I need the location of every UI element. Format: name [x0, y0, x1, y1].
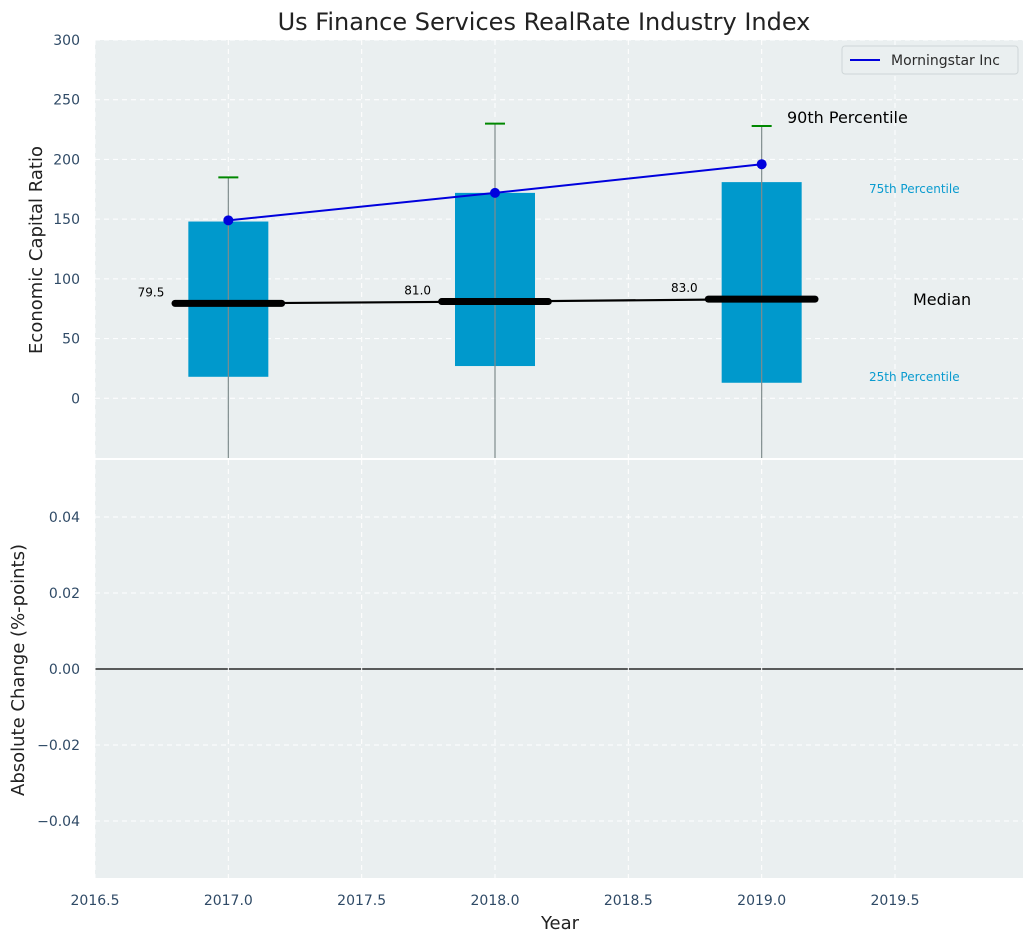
xtick-label: 2018.0 [471, 893, 520, 909]
top-ytick-label: 100 [53, 272, 80, 288]
p90-annotation: 90th Percentile [787, 108, 908, 127]
bottom-ytick-label: 0.00 [49, 662, 80, 678]
bottom-grid [95, 516, 1023, 822]
legend-box [841, 45, 1019, 75]
xtick-label: 2017.0 [204, 893, 253, 909]
bottom-ylabel: Absolute Change (%-points) [8, 544, 29, 796]
xtick-label: 2018.5 [604, 893, 653, 909]
legend-item-morningstar: Morningstar Inc [891, 53, 1000, 69]
top-ytick-label: 50 [62, 332, 80, 348]
median-value-label: 81.0 [404, 284, 431, 298]
p75-annotation: 75th Percentile [869, 182, 960, 196]
vertical-grid [94, 40, 896, 878]
bottom-ytick-label: −0.02 [37, 738, 80, 754]
chart-title: Us Finance Services RealRate Industry In… [278, 8, 811, 36]
xtick-label: 2016.5 [71, 893, 120, 909]
series-layer [223, 159, 767, 226]
xtick-label: 2017.5 [337, 893, 386, 909]
top-ytick-label: 0 [71, 391, 80, 407]
series-point-morningstar [490, 187, 500, 198]
bottom-ytick-label: 0.02 [49, 586, 80, 602]
median-value-label: 83.0 [671, 281, 698, 295]
series-point-morningstar [223, 215, 234, 226]
top-ytick-label: 200 [53, 152, 80, 168]
legend: Morningstar Inc [841, 45, 1019, 75]
xtick-label: 2019.5 [871, 893, 920, 909]
percentile-annotations: 90th Percentile 75th Percentile Median 2… [787, 108, 971, 384]
xtick-label: 2019.0 [737, 893, 786, 909]
bottom-ytick-label: −0.04 [37, 814, 80, 830]
median-annotation: Median [913, 290, 971, 309]
median-value-label: 79.5 [138, 285, 165, 299]
bottom-ytick-label: 0.04 [49, 510, 80, 526]
top-ylabel: Economic Capital Ratio [26, 146, 47, 354]
bottom-ytick-labels: −0.04 −0.02 0.00 0.02 0.04 [37, 510, 80, 830]
top-ytick-label: 250 [53, 93, 80, 109]
xtick-labels: 2016.5 2017.0 2017.5 2018.0 2018.5 2019.0 2019… [71, 893, 920, 909]
series-point-morningstar [756, 159, 767, 170]
p25-annotation: 25th Percentile [869, 370, 960, 384]
median-trend-line [228, 298, 762, 305]
median-layer: 79.5 81.0 83.0 [138, 281, 819, 307]
top-grid [95, 39, 1023, 399]
top-ytick-labels: 0 50 100 150 200 250 300 [53, 33, 80, 407]
xlabel: Year [540, 913, 580, 934]
top-ytick-label: 150 [53, 212, 80, 228]
top-ytick-label: 300 [53, 33, 80, 49]
